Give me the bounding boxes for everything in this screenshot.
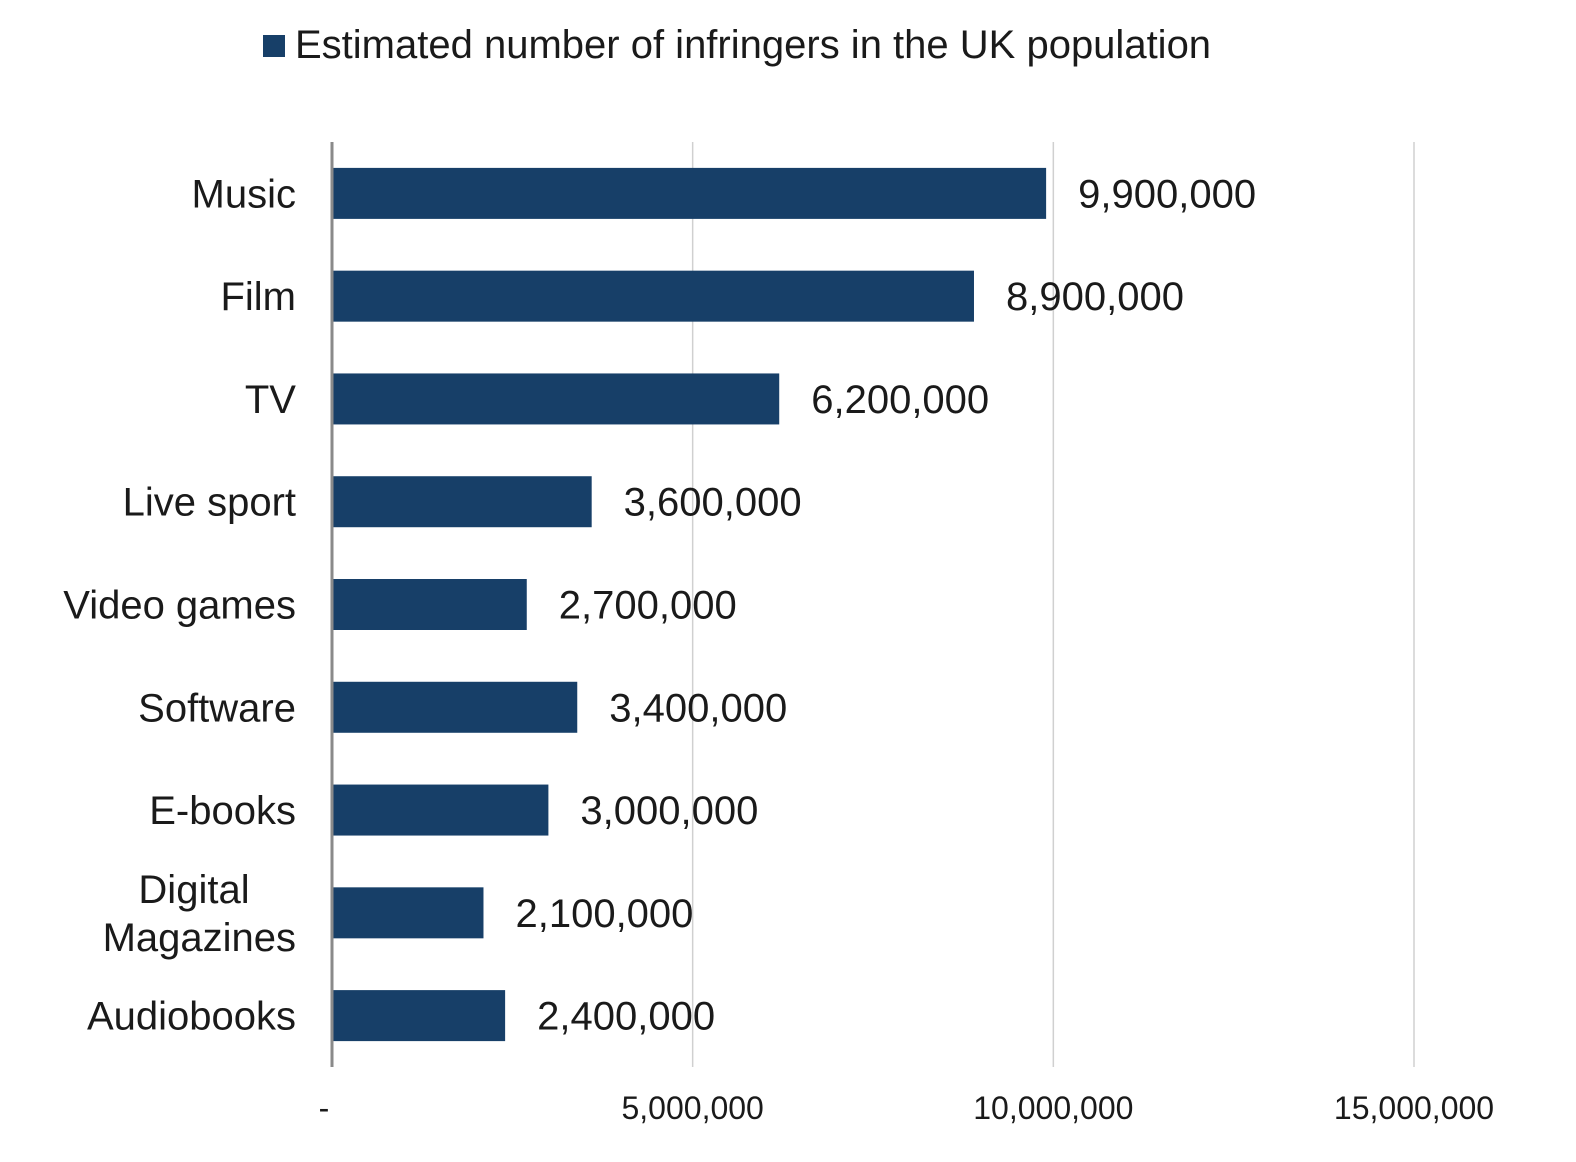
bars — [333, 167, 1047, 1042]
x-axis-tick-labels: - 5,000,000 10,000,000 15,000,000 — [319, 1090, 1494, 1126]
category-label: TV — [245, 378, 296, 422]
legend-swatch — [263, 35, 285, 57]
x-tick-label: - — [319, 1090, 330, 1126]
bar — [333, 167, 1047, 219]
value-label: 9,900,000 — [1078, 172, 1256, 216]
x-tick-label: 15,000,000 — [1334, 1090, 1494, 1126]
value-label: 2,100,000 — [515, 892, 693, 936]
value-label: 2,400,000 — [537, 995, 715, 1039]
x-tick-label: 5,000,000 — [621, 1090, 763, 1126]
category-label: Film — [220, 275, 296, 319]
value-label: 3,400,000 — [609, 686, 787, 730]
bar — [333, 579, 527, 630]
bar — [333, 681, 578, 733]
value-label: 8,900,000 — [1006, 275, 1184, 319]
bar — [333, 373, 780, 425]
bar — [333, 990, 506, 1042]
category-label: Music — [192, 172, 296, 216]
category-label: Video games — [63, 584, 296, 628]
bar — [333, 887, 484, 939]
category-label: E-books — [149, 789, 296, 833]
value-label: 3,000,000 — [580, 789, 758, 833]
category-label: Digital Magazines — [103, 868, 296, 960]
category-label: Audiobooks — [87, 995, 296, 1039]
value-labels: 9,900,000 8,900,000 6,200,000 3,600,000 2,70… — [515, 172, 1256, 1038]
category-label: Software — [138, 686, 296, 730]
legend: Estimated number of infringers in the UK… — [263, 23, 1211, 67]
category-label: Live sport — [123, 481, 296, 525]
value-label: 6,200,000 — [811, 378, 989, 422]
value-label: 3,600,000 — [624, 481, 802, 525]
category-labels: Music Film TV Live sport Video games Software… — [63, 172, 296, 1038]
x-tick-label: 10,000,000 — [973, 1090, 1133, 1126]
bar — [333, 476, 592, 528]
bar — [333, 270, 974, 322]
bar — [333, 784, 549, 836]
value-label: 2,700,000 — [559, 584, 737, 628]
legend-label-series-1: Estimated number of infringers in the UK… — [295, 23, 1211, 67]
